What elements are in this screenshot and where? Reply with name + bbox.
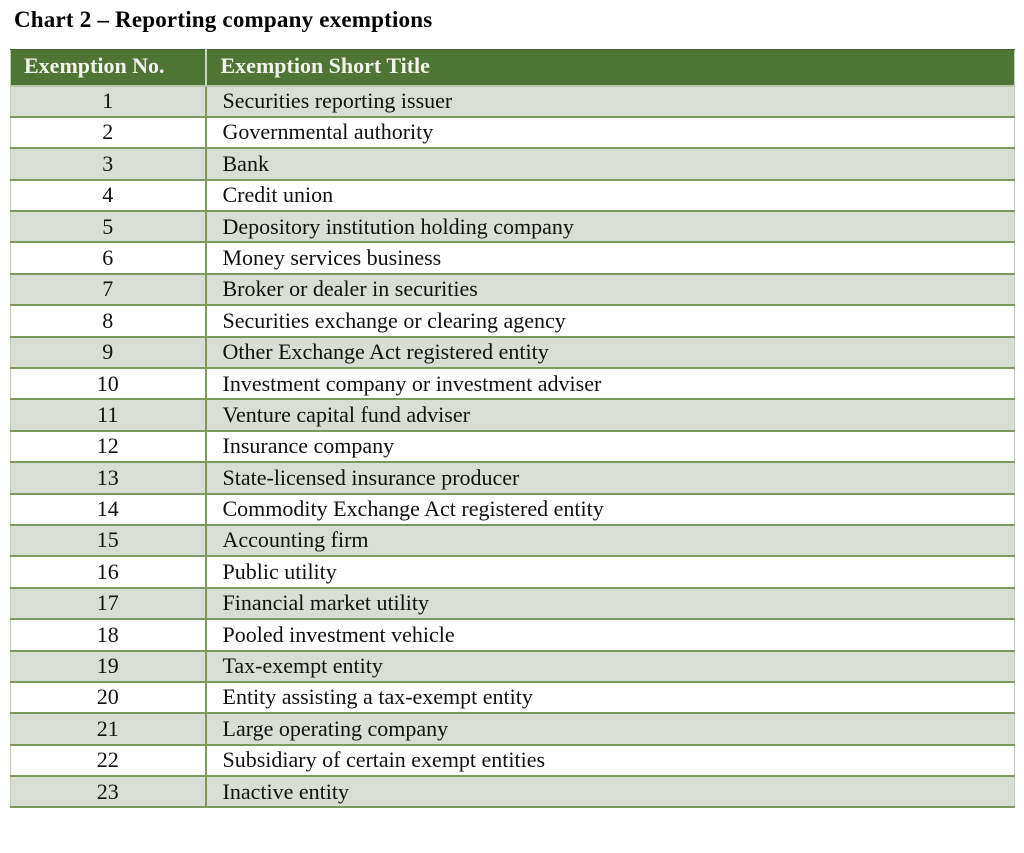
cell-exemption-no: 21 (10, 712, 206, 745)
table-row: 20 Entity assisting a tax-exempt entity (10, 680, 1015, 714)
cell-exemption-no: 18 (10, 618, 206, 651)
cell-exemption-no: 8 (10, 304, 206, 337)
table-row: 11 Venture capital fund adviser (10, 398, 1015, 431)
cell-exemption-short-title: Other Exchange Act registered entity (204, 335, 1015, 369)
cell-exemption-no: 6 (10, 241, 206, 274)
table-row: 13 State-licensed insurance producer (10, 461, 1015, 494)
cell-exemption-no: 2 (10, 115, 206, 149)
cell-exemption-short-title: Governmental authority (204, 115, 1015, 149)
cell-exemption-no: 13 (10, 461, 206, 494)
cell-exemption-short-title: Credit union (204, 178, 1015, 212)
cell-exemption-no: 19 (10, 649, 206, 682)
table-row: 18 Pooled investment vehicle (10, 618, 1015, 651)
column-header-exemption-short-title: Exemption Short Title (204, 49, 1015, 87)
cell-exemption-no: 3 (10, 147, 206, 180)
table-row: 3 Bank (10, 147, 1015, 180)
cell-exemption-short-title: Large operating company (204, 712, 1015, 745)
table-header-row: Exemption No. Exemption Short Title (10, 49, 1015, 87)
cell-exemption-no: 12 (10, 429, 206, 463)
table-row: 9 Other Exchange Act registered entity (10, 335, 1015, 369)
table-row: 6 Money services business (10, 241, 1015, 274)
cell-exemption-no: 23 (10, 775, 206, 808)
cell-exemption-short-title: Money services business (204, 241, 1015, 274)
exemptions-table: Exemption No. Exemption Short Title 1 Sec… (10, 49, 1015, 809)
cell-exemption-short-title: Pooled investment vehicle (204, 618, 1015, 651)
cell-exemption-no: 15 (10, 523, 206, 557)
table-row: 15 Accounting firm (10, 523, 1015, 557)
cell-exemption-no: 4 (10, 178, 206, 212)
cell-exemption-no: 7 (10, 272, 206, 306)
cell-exemption-short-title: Insurance company (204, 429, 1015, 463)
table-row: 5 Depository institution holding company (10, 210, 1015, 243)
table-row: 7 Broker or dealer in securities (10, 272, 1015, 306)
table-row: 10 Investment company or investment advis… (10, 367, 1015, 400)
cell-exemption-short-title: Depository institution holding company (204, 210, 1015, 243)
cell-exemption-short-title: Public utility (204, 555, 1015, 588)
cell-exemption-no: 16 (10, 555, 206, 588)
cell-exemption-short-title: Subsidiary of certain exempt entities (204, 743, 1015, 777)
column-header-exemption-no: Exemption No. (10, 49, 206, 87)
cell-exemption-no: 20 (10, 680, 206, 714)
cell-exemption-short-title: Financial market utility (204, 586, 1015, 620)
chart-title: Chart 2 – Reporting company exemptions (14, 7, 433, 32)
table-row: 17 Financial market utility (10, 586, 1015, 620)
cell-exemption-short-title: State-licensed insurance producer (204, 461, 1015, 494)
table-body: 1 Securities reporting issuer 2 Governmenta… (10, 85, 1015, 808)
cell-exemption-no: 10 (10, 367, 206, 400)
table-row: 4 Credit union (10, 178, 1015, 212)
cell-exemption-no: 17 (10, 586, 206, 620)
cell-exemption-short-title: Accounting firm (204, 523, 1015, 557)
table-row: 22 Subsidiary of certain exempt entities (10, 743, 1015, 777)
cell-exemption-no: 9 (10, 335, 206, 369)
table-row: 16 Public utility (10, 555, 1015, 588)
cell-exemption-no: 5 (10, 210, 206, 243)
cell-exemption-short-title: Entity assisting a tax-exempt entity (204, 680, 1015, 714)
table-row: 8 Securities exchange or clearing agency (10, 304, 1015, 337)
table-row: 1 Securities reporting issuer (10, 85, 1015, 117)
cell-exemption-no: 1 (10, 85, 206, 117)
table-row: 19 Tax-exempt entity (10, 649, 1015, 682)
cell-exemption-short-title: Commodity Exchange Act registered entity (204, 492, 1015, 525)
table-row: 12 Insurance company (10, 429, 1015, 463)
cell-exemption-short-title: Bank (204, 147, 1015, 180)
cell-exemption-short-title: Tax-exempt entity (204, 649, 1015, 682)
cell-exemption-short-title: Inactive entity (204, 775, 1015, 808)
table-row: 14 Commodity Exchange Act registered enti… (10, 492, 1015, 525)
cell-exemption-no: 22 (10, 743, 206, 777)
cell-exemption-short-title: Securities exchange or clearing agency (204, 304, 1015, 337)
table-row: 23 Inactive entity (10, 775, 1015, 808)
cell-exemption-short-title: Investment company or investment adviser (204, 367, 1015, 400)
cell-exemption-short-title: Venture capital fund adviser (204, 398, 1015, 431)
table-row: 21 Large operating company (10, 712, 1015, 745)
table-row: 2 Governmental authority (10, 115, 1015, 149)
cell-exemption-no: 11 (10, 398, 206, 431)
cell-exemption-short-title: Securities reporting issuer (204, 85, 1015, 117)
cell-exemption-no: 14 (10, 492, 206, 525)
cell-exemption-short-title: Broker or dealer in securities (204, 272, 1015, 306)
